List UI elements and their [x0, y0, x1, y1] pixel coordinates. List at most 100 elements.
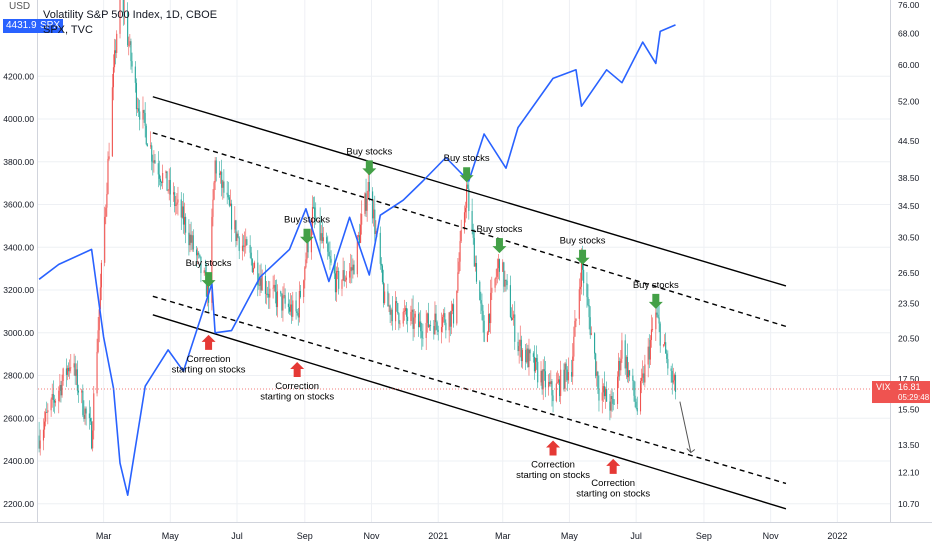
vix-candle-body	[104, 216, 106, 263]
vix-candle-body	[456, 290, 458, 324]
vix-candle-body	[260, 278, 262, 291]
vix-candle-body	[578, 289, 580, 319]
left-axis-tick-label: 4200.00	[3, 71, 34, 81]
vix-candle-body	[73, 363, 75, 368]
vix-candle-body	[161, 181, 163, 183]
vix-candle-body	[75, 369, 77, 376]
vix-candle-body	[157, 163, 159, 175]
vix-candle-body	[280, 291, 282, 294]
vix-candle-body	[662, 344, 665, 346]
vix-candle-body	[327, 243, 329, 252]
vix-candle-body	[467, 184, 469, 189]
vix-candle-body	[352, 264, 354, 271]
vix-candle-body	[341, 279, 343, 289]
vix-candle-body	[368, 181, 370, 192]
vix-candle-body	[356, 236, 358, 275]
vix-candle-body	[634, 395, 636, 402]
left-axis-tick-label: 3800.00	[3, 157, 34, 167]
vix-candle-body	[333, 262, 335, 274]
vix-candle-body	[571, 372, 573, 377]
vix-candle-body	[396, 301, 398, 303]
vix-candle-body	[427, 313, 429, 327]
vix-candle-body	[381, 265, 384, 283]
vix-candle-body	[632, 375, 634, 381]
vix-candle-body	[227, 194, 229, 198]
vix-candle-body	[595, 353, 597, 376]
vix-candle-body	[203, 270, 205, 274]
x-tick-label: Jul	[630, 531, 642, 541]
vix-candle-body	[594, 333, 596, 354]
vix-candle-body	[422, 337, 424, 339]
vix-candle-body	[510, 317, 513, 320]
vix-candle-body	[169, 179, 171, 195]
vix-candle-body	[200, 256, 202, 274]
vix-candle-body	[404, 308, 406, 312]
vix-candle-body	[176, 202, 178, 205]
vix-candle-body	[421, 331, 423, 338]
vix-candle-body	[353, 264, 355, 275]
left-axis-tick-label: 2400.00	[3, 456, 34, 466]
vix-candle-body	[472, 229, 474, 238]
buy-label: Buy stocks	[633, 280, 679, 291]
vix-candle-body	[532, 353, 534, 357]
vix-candle-body	[657, 314, 659, 318]
vix-candle-body	[641, 377, 643, 381]
vix-candle-body	[311, 207, 314, 229]
vix-candle-body	[50, 399, 52, 411]
vix-candle-body	[673, 374, 675, 381]
vix-candle-body	[287, 303, 289, 307]
vix-candle-body	[321, 233, 323, 242]
vix-candle-body	[282, 295, 284, 311]
vix-candle-body	[338, 271, 340, 289]
vix-candle-body	[471, 211, 473, 230]
right-axis-tick-label: 34.50	[898, 201, 920, 211]
spx-line	[38, 24, 676, 496]
vix-candle-body	[275, 292, 277, 308]
vix-candle-body	[283, 295, 285, 297]
vix-candle-body	[567, 372, 569, 381]
vix-candle-body	[613, 403, 615, 405]
vix-candle-body	[526, 348, 528, 363]
vix-candle-body	[674, 374, 677, 392]
vix-candle-body	[313, 207, 315, 208]
left-axis-tick-label: 3400.00	[3, 242, 34, 252]
vix-candle-body	[387, 291, 389, 307]
vix-candle-body	[251, 259, 253, 273]
vix-candle-body	[69, 367, 71, 372]
right-axis-tick-label: 30.50	[898, 232, 920, 242]
vix-candle-body	[136, 108, 139, 110]
vix-candle-body	[97, 330, 99, 352]
vix-candle-body	[150, 145, 152, 147]
vix-candle-body	[633, 380, 635, 396]
vix-candle-body	[135, 82, 137, 110]
correction-label: Correction	[187, 354, 231, 365]
vix-candle-body	[259, 278, 261, 286]
vix-candle-body	[433, 325, 435, 335]
vix-candle-body	[483, 320, 485, 342]
buy-arrow	[648, 293, 663, 309]
vix-candle-body	[463, 212, 466, 231]
vix-candle-body	[486, 332, 488, 342]
vix-candle-body	[450, 310, 452, 327]
vix-candle-body	[105, 207, 107, 217]
vix-candle-body	[506, 280, 508, 286]
vix-candle-body	[420, 321, 422, 332]
buy-label: Buy stocks	[186, 258, 232, 269]
vix-candle-body	[245, 239, 247, 246]
vix-candle-body	[360, 224, 362, 243]
vix-candle-body	[222, 181, 224, 188]
vix-candle-body	[315, 216, 317, 221]
vix-candle-body	[322, 237, 324, 242]
vix-candle-body	[337, 271, 339, 272]
vix-candle-body	[624, 340, 626, 369]
vix-candle-body	[68, 367, 70, 372]
vix-candle-body	[635, 401, 637, 409]
vix-candle-body	[606, 388, 608, 402]
vix-candle-body	[320, 233, 322, 241]
x-tick-label: Sep	[297, 531, 313, 541]
vix-candle-body	[306, 241, 308, 260]
vix-candle-body	[92, 430, 94, 449]
vix-candle-body	[238, 237, 240, 251]
vix-candle-body	[548, 381, 550, 388]
